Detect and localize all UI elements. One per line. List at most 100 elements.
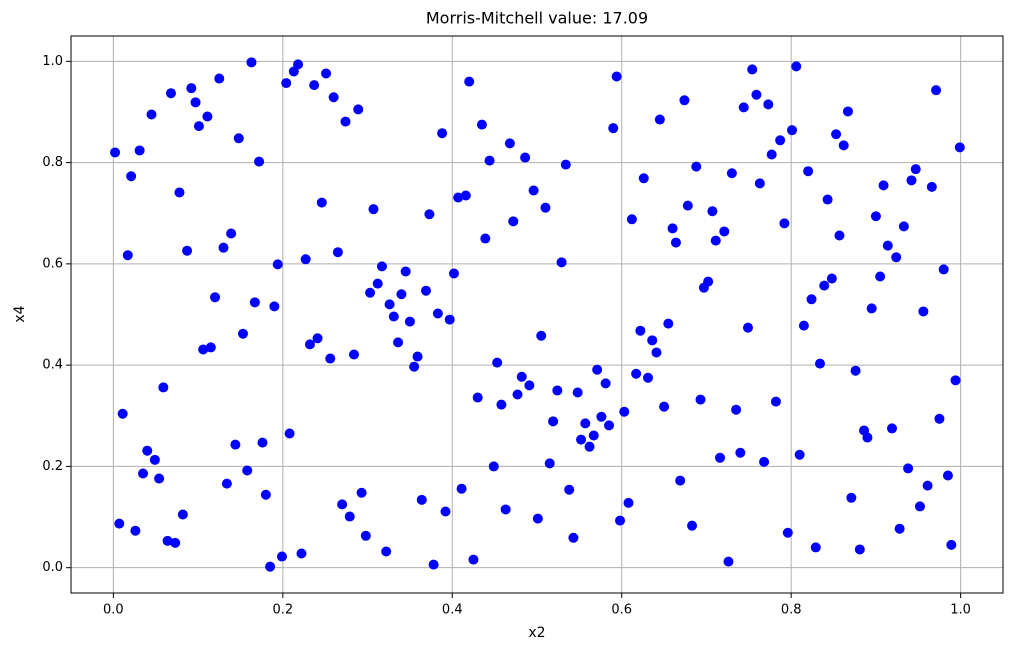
point: [165, 88, 176, 99]
point: [954, 142, 965, 153]
point: [376, 261, 387, 272]
point: [623, 497, 634, 508]
point: [218, 242, 229, 253]
point: [651, 347, 662, 358]
point: [576, 434, 587, 445]
point: [126, 171, 137, 182]
point: [679, 95, 690, 106]
x-tick-label: 0.6: [611, 603, 632, 618]
point: [878, 180, 889, 191]
point: [596, 411, 607, 422]
point: [754, 178, 765, 189]
point: [931, 85, 942, 96]
point: [887, 423, 898, 434]
point: [891, 252, 902, 263]
point: [608, 123, 619, 134]
point: [226, 228, 237, 239]
point: [154, 473, 165, 484]
point: [158, 382, 169, 393]
point: [703, 276, 714, 287]
point: [715, 452, 726, 463]
point: [794, 449, 805, 460]
point: [512, 389, 523, 400]
point: [775, 135, 786, 146]
point: [348, 349, 359, 360]
point: [556, 257, 567, 268]
point: [611, 71, 622, 82]
point: [138, 468, 149, 479]
point: [707, 206, 718, 217]
point: [747, 64, 758, 75]
point: [265, 561, 276, 572]
point: [866, 303, 877, 314]
point: [162, 535, 173, 546]
point: [170, 537, 181, 548]
point: [536, 330, 547, 341]
point: [670, 237, 681, 248]
point: [500, 504, 511, 515]
point: [742, 322, 753, 333]
point: [424, 209, 435, 220]
point: [110, 147, 121, 158]
point: [114, 518, 125, 529]
point: [464, 76, 475, 87]
point: [437, 128, 448, 139]
point: [428, 559, 439, 570]
point: [174, 187, 185, 198]
point: [642, 372, 653, 383]
point: [552, 385, 563, 396]
point: [946, 539, 957, 550]
point: [488, 461, 499, 472]
point: [615, 515, 626, 526]
point: [276, 551, 287, 562]
point: [903, 463, 914, 474]
point: [325, 353, 336, 364]
point: [528, 185, 539, 196]
point: [759, 456, 770, 467]
points: [110, 57, 965, 572]
point: [766, 149, 777, 160]
point: [337, 499, 348, 510]
point: [312, 333, 323, 344]
point: [592, 364, 603, 375]
point: [862, 432, 873, 443]
point: [659, 401, 670, 412]
point: [448, 268, 459, 279]
point: [831, 129, 842, 140]
point: [388, 311, 399, 322]
point: [404, 316, 415, 327]
point: [875, 271, 886, 282]
point: [237, 328, 248, 339]
point: [384, 299, 395, 310]
point: [182, 245, 193, 256]
point: [440, 506, 451, 517]
point: [214, 73, 225, 84]
point: [453, 192, 464, 203]
point: [309, 80, 320, 91]
point: [233, 133, 244, 144]
point: [568, 532, 579, 543]
y-axis-label: x4: [12, 305, 28, 322]
point: [663, 318, 674, 329]
point: [444, 314, 455, 325]
point: [719, 226, 730, 237]
point: [882, 240, 893, 251]
point: [691, 161, 702, 172]
point: [564, 484, 575, 495]
point: [922, 480, 933, 491]
y-tick-label: 0.2: [42, 459, 63, 474]
point: [416, 494, 427, 505]
point: [942, 470, 953, 481]
point: [626, 214, 637, 225]
point: [926, 181, 937, 192]
point: [635, 325, 646, 336]
point: [735, 447, 746, 458]
point: [682, 200, 693, 211]
point: [202, 111, 213, 122]
point: [532, 513, 543, 524]
point: [826, 273, 837, 284]
point: [638, 173, 649, 184]
point: [230, 439, 241, 450]
point: [468, 554, 479, 565]
